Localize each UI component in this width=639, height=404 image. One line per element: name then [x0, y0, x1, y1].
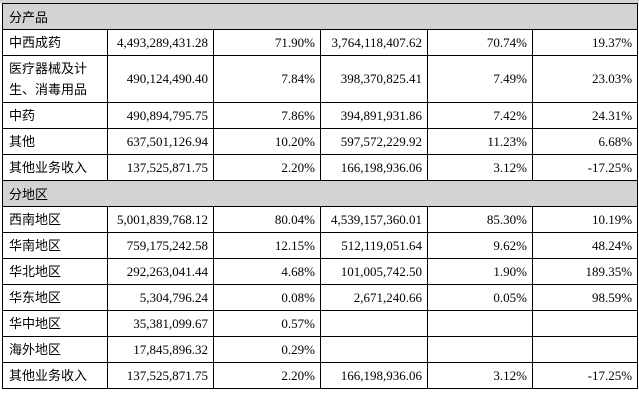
percent-cell: 80.04% [213, 206, 321, 233]
amount-cell: 2,671,240.66 [320, 284, 428, 311]
table-row: 其他 637,501,126.94 10.20% 597,572,229.92 11.2… [2, 128, 639, 155]
table-row: 西南地区 5,001,839,768.12 80.04% 4,539,157,360.… [2, 206, 639, 233]
row-label: 中药 [2, 102, 108, 129]
section-header-label: 分地区 [1, 180, 639, 207]
amount-cell: 597,572,229.92 [320, 128, 428, 155]
percent-cell: 71.90% [213, 29, 321, 56]
percent-cell: 24.31% [531, 102, 639, 129]
amount-cell: 17,845,896.32 [107, 336, 214, 363]
row-label: 其他业务收入 [2, 362, 108, 389]
row-label: 华东地区 [2, 284, 108, 311]
row-label: 华北地区 [2, 258, 108, 285]
percent-cell [427, 310, 533, 337]
amount-cell: 637,501,126.94 [107, 128, 214, 155]
percent-cell: 6.68% [531, 128, 639, 155]
table-row: 其他业务收入 137,525,871.75 2.20% 166,198,936.06 3… [2, 362, 639, 389]
amount-cell: 166,198,936.06 [320, 154, 428, 181]
amount-cell: 5,304,796.24 [107, 284, 214, 311]
amount-cell: 3,764,118,407.62 [320, 29, 428, 56]
row-label: 其他 [2, 128, 108, 155]
percent-cell: 3.12% [427, 154, 533, 181]
amount-cell: 512,119,051.64 [320, 232, 428, 259]
table-row: 医疗器械及计生、消毒用品 490,124,490.40 7.84% 398,370,8… [2, 55, 639, 103]
percent-cell: 7.84% [213, 55, 321, 103]
percent-cell [427, 336, 533, 363]
amount-cell: 490,894,795.75 [107, 102, 214, 129]
table-row: 中西成药 4,493,289,431.28 71.90% 3,764,118,407.… [2, 29, 639, 56]
row-label: 中西成药 [2, 29, 108, 56]
percent-cell: 9.62% [427, 232, 533, 259]
percent-cell: 70.74% [427, 29, 533, 56]
section-header-row: 分地区 [1, 180, 639, 207]
table-row: 华南地区 759,175,242.58 12.15% 512,119,051.64 9.… [2, 232, 639, 259]
percent-cell: 98.59% [531, 284, 639, 311]
row-label: 其他业务收入 [2, 154, 108, 181]
percent-cell: 10.20% [213, 128, 321, 155]
table-row: 中药 490,894,795.75 7.86% 394,891,931.86 7.42%… [2, 102, 639, 129]
amount-cell [320, 310, 428, 337]
percent-cell: 0.29% [213, 336, 321, 363]
percent-cell: 189.35% [531, 258, 639, 285]
amount-cell: 292,263,041.44 [107, 258, 214, 285]
percent-cell: 0.08% [213, 284, 321, 311]
percent-cell: 23.03% [531, 55, 639, 103]
table-row: 其他业务收入 137,525,871.75 2.20% 166,198,936.06 3… [2, 154, 639, 181]
amount-cell: 35,381,099.67 [107, 310, 214, 337]
section-header-row: 分产品 [1, 3, 639, 30]
percent-cell: -17.25% [531, 362, 639, 389]
segment-table-body: 分产品 中西成药 4,493,289,431.28 71.90% 3,764,118,4… [1, 3, 639, 389]
percent-cell: 85.30% [427, 206, 533, 233]
amount-cell: 398,370,825.41 [320, 55, 428, 103]
amount-cell: 759,175,242.58 [107, 232, 214, 259]
percent-cell: 19.37% [531, 29, 639, 56]
percent-cell: 1.90% [427, 258, 533, 285]
percent-cell: 4.68% [213, 258, 321, 285]
percent-cell: 12.15% [213, 232, 321, 259]
table-row: 华北地区 292,263,041.44 4.68% 101,005,742.50 1.9… [2, 258, 639, 285]
percent-cell: 2.20% [213, 362, 321, 389]
amount-cell: 5,001,839,768.12 [107, 206, 214, 233]
row-label: 华中地区 [2, 310, 108, 337]
table-row: 华东地区 5,304,796.24 0.08% 2,671,240.66 0.05% 98… [2, 284, 639, 311]
percent-cell: 0.05% [427, 284, 533, 311]
top-gray-strip [0, 0, 639, 3]
percent-cell: 11.23% [427, 128, 533, 155]
amount-cell: 394,891,931.86 [320, 102, 428, 129]
percent-cell: 48.24% [531, 232, 639, 259]
amount-cell: 101,005,742.50 [320, 258, 428, 285]
row-label: 西南地区 [2, 206, 108, 233]
percent-cell: 3.12% [427, 362, 533, 389]
amount-cell: 137,525,871.75 [107, 154, 214, 181]
percent-cell: 7.42% [427, 102, 533, 129]
amount-cell: 166,198,936.06 [320, 362, 428, 389]
percent-cell: -17.25% [531, 154, 639, 181]
amount-cell: 137,525,871.75 [107, 362, 214, 389]
section-header-label: 分产品 [1, 3, 639, 30]
segment-revenue-table: 分产品 中西成药 4,493,289,431.28 71.90% 3,764,118,4… [1, 3, 639, 389]
amount-cell: 490,124,490.40 [107, 55, 214, 103]
table-row: 华中地区 35,381,099.67 0.57% [2, 310, 639, 337]
percent-cell [531, 336, 639, 363]
table-row: 海外地区 17,845,896.32 0.29% [2, 336, 639, 363]
percent-cell: 7.86% [213, 102, 321, 129]
amount-cell [320, 336, 428, 363]
percent-cell: 2.20% [213, 154, 321, 181]
row-label: 海外地区 [2, 336, 108, 363]
percent-cell: 7.49% [427, 55, 533, 103]
percent-cell: 10.19% [531, 206, 639, 233]
percent-cell [531, 310, 639, 337]
amount-cell: 4,539,157,360.01 [320, 206, 428, 233]
row-label: 华南地区 [2, 232, 108, 259]
amount-cell: 4,493,289,431.28 [107, 29, 214, 56]
row-label: 医疗器械及计生、消毒用品 [2, 55, 108, 103]
percent-cell: 0.57% [213, 310, 321, 337]
